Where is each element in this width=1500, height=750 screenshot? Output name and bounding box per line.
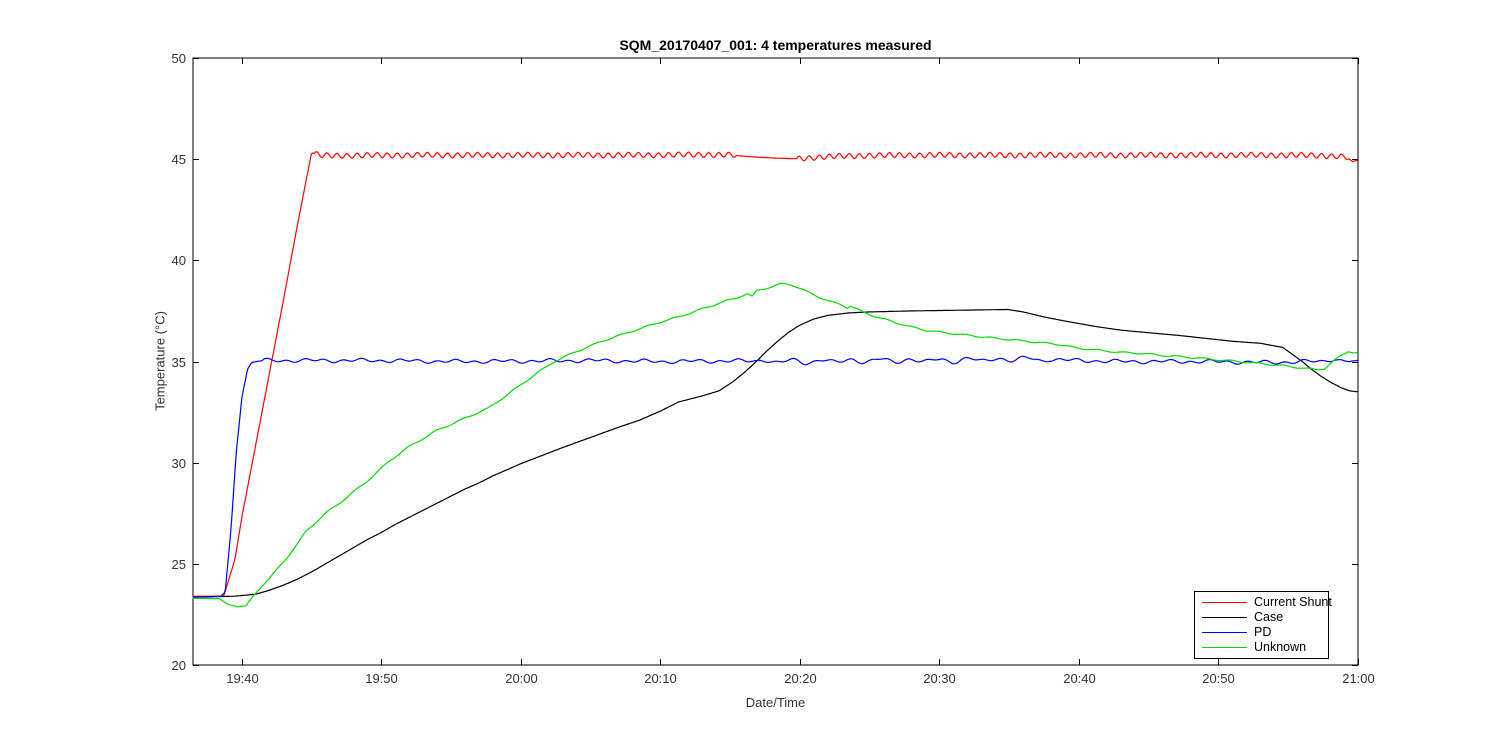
legend-item-current-shunt: Current Shunt	[1195, 595, 1332, 610]
y-tick-label: 45	[172, 152, 186, 167]
x-tick-label: 20:30	[923, 671, 956, 686]
y-tick-label: 25	[172, 557, 186, 572]
x-tick-label: 20:00	[505, 671, 538, 686]
x-tick-label: 20:10	[644, 671, 677, 686]
legend-box: Current Shunt Case PD Unknown	[1194, 591, 1332, 659]
x-axis-label: Date/Time	[745, 695, 806, 710]
y-tick-label: 20	[172, 658, 186, 673]
series-pd	[192, 355, 1358, 598]
y-tick-label: 35	[172, 355, 186, 370]
x-tick-label: 20:50	[1202, 671, 1235, 686]
legend-line-sample	[1202, 602, 1247, 603]
x-tick-label: 20:40	[1063, 671, 1096, 686]
legend-item-case: Case	[1195, 610, 1328, 625]
x-tick-label: 19:50	[365, 671, 398, 686]
legend-line-sample	[1202, 647, 1247, 648]
series-current-shunt	[192, 151, 1358, 597]
x-tick-label: 20:20	[784, 671, 817, 686]
y-tick-label: 40	[172, 253, 186, 268]
legend-item-unknown: Unknown	[1195, 640, 1328, 655]
y-tick-label: 50	[172, 51, 186, 66]
legend-label: PD	[1254, 625, 1272, 639]
legend-label: Case	[1254, 610, 1284, 624]
legend-label: Unknown	[1254, 640, 1307, 654]
x-tick-label: 19:40	[226, 671, 259, 686]
legend-item-pd: PD	[1195, 625, 1328, 640]
legend-line-sample	[1202, 632, 1247, 633]
chart-title: SQM_20170407_001: 4 temperatures measure…	[619, 37, 932, 53]
y-axis-label: Temperature (°C)	[152, 311, 168, 411]
y-tick-label: 30	[172, 456, 186, 471]
legend-line-sample	[1202, 617, 1247, 618]
plot-border	[192, 57, 1359, 666]
legend-label: Current Shunt	[1254, 595, 1332, 609]
x-tick-label: 21:00	[1342, 671, 1375, 686]
series-case	[192, 308, 1358, 598]
series-unknown	[192, 282, 1358, 608]
